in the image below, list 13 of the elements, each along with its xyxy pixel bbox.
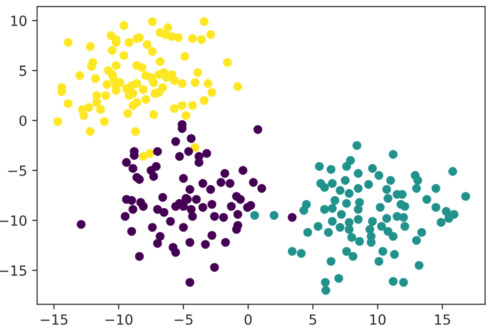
x-tick-label: −15 xyxy=(40,314,68,325)
x-tick-label: 15 xyxy=(435,314,450,325)
x-tick-label: 10 xyxy=(370,314,386,325)
y-tick-label: 0 xyxy=(19,115,26,126)
y-tick-label: −5 xyxy=(8,166,26,176)
y-tick-label: 5 xyxy=(20,66,26,76)
x-tick-label: 0 xyxy=(244,314,252,325)
x-tick-label: 5 xyxy=(310,314,316,325)
y-tick-label: −10 xyxy=(0,215,26,226)
y-tick-label: −15 xyxy=(0,266,26,276)
y-tick-label: 10 xyxy=(11,16,26,26)
x-tick-label: −10 xyxy=(106,314,132,325)
x-tick-label: −5 xyxy=(174,314,192,325)
